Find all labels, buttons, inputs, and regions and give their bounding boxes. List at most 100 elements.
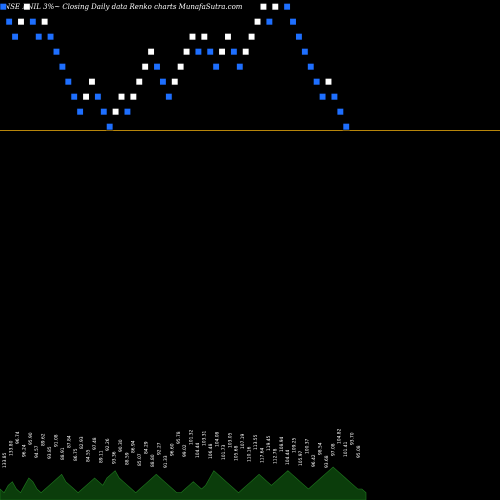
renko-brick-down [58,63,66,71]
volume-label: 91.33 [163,455,169,468]
renko-brick-down [35,33,43,41]
volume-label: 86.94 [131,440,137,453]
volume-label: 104.82 [337,428,343,444]
renko-brick-down [336,108,344,116]
renko-brick-down [319,93,327,101]
volume-label: 92.27 [156,442,162,455]
volume-label: 91.08 [53,434,59,447]
volume-label: 117.64 [259,447,265,463]
volume-label: 104.44 [195,442,201,458]
volume-label: 87.84 [66,435,72,448]
volume-label: 90.30 [118,439,124,452]
volume-label: 113.55 [253,434,259,450]
volume-label: 103.05 [227,432,233,448]
renko-brick-up [129,93,137,101]
renko-brick-up [88,78,96,86]
renko-brick-down [206,48,214,56]
volume-label: 95.78 [176,431,182,444]
volume-label: 96.74 [15,431,21,444]
renko-brick-down [342,123,350,131]
volume-label: 86.75 [73,448,79,461]
renko-brick-up [324,78,333,86]
renko-brick-down [76,108,84,116]
volume-area [0,466,367,500]
renko-brick-down [52,48,61,56]
renko-brick-up [188,33,197,41]
volume-label-group: 133.85133.8096.7496.2495.9094.5789.6293.… [2,428,362,468]
renko-brick-up [224,33,232,41]
renko-brick-up [248,33,256,41]
volume-label: 100.37 [305,438,311,454]
volume-label: 89.11 [99,450,105,463]
renko-brick-down [212,63,220,71]
renko-brick-down [123,108,131,116]
volume-label: 103.31 [202,430,208,446]
renko-brick-up [177,63,185,71]
chart-title: NSE ENIL 3%~ Closing Daily data Renko ch… [4,3,243,11]
volume-label: 105.68 [234,445,240,461]
volume-label: 105.97 [298,450,304,466]
volume-label: 99.02 [182,444,188,457]
renko-brick-down [230,48,238,56]
volume-label: 110.16 [247,446,253,462]
volume-label: 109.25 [292,437,298,453]
volume-label: 101.73 [221,444,227,460]
renko-brick-up [147,48,155,56]
volume-label: 94.57 [34,445,40,458]
renko-brick-down [313,78,321,86]
renko-brick-down [265,18,273,26]
renko-brick-down [64,78,72,86]
volume-label: 108.94 [279,436,285,452]
volume-label: 104.08 [214,431,220,447]
volume-label: 104.44 [285,449,291,465]
volume-label: 133.80 [8,440,14,456]
renko-brick-up [135,78,143,86]
volume-label: 101.32 [189,429,195,445]
renko-brick-up [17,18,25,26]
volume-label: 95.08 [356,445,362,458]
renko-brick-up [218,48,226,56]
volume-label: 133.85 [2,452,8,468]
renko-brick-down [5,18,13,26]
volume-label: 95.90 [28,432,34,445]
renko-brick-up [112,108,120,116]
volume-label: 85.07 [137,453,143,466]
renko-brick-up [82,93,90,101]
renko-brick-down [295,33,303,41]
renko-brick-down [94,93,102,101]
renko-brick-down [0,3,7,11]
renko-brick-down [100,108,108,116]
volume-label: 119.45 [266,435,272,451]
volume-label: 88.80 [150,454,156,467]
renko-brick-down [330,93,338,101]
volume-label: 107.19 [240,433,246,449]
renko-brick-down [153,63,161,71]
volume-label: 97.48 [92,437,98,450]
renko-brick-up [41,18,49,26]
renko-brick-down [47,33,55,41]
volume-label: 112.78 [272,448,278,464]
renko-brick-up [117,93,126,101]
volume-label: 93.36 [111,451,117,464]
volume-label: 92.26 [105,438,111,451]
volume-label: 93.85 [47,446,53,459]
renko-brick-down [11,33,19,41]
volume-label: 89.62 [41,433,47,446]
renko-brick-down [307,63,315,71]
volume-label: 93.68 [324,455,330,468]
renko-brick-up [183,48,191,56]
volume-label: 106.48 [208,443,214,459]
volume-area-path [0,466,367,500]
renko-brick-down [159,78,167,86]
volume-label: 93.70 [350,432,356,445]
volume-label: 84.29 [144,441,150,454]
renko-brick-up [23,3,31,11]
renko-brick-down [283,3,291,11]
volume-label: 97.08 [330,443,336,456]
renko-brick-down [29,18,37,26]
volume-label: 88.59 [124,452,130,465]
renko-brick-up [271,3,279,11]
volume-label: 96.42 [311,454,317,467]
renko-brick-down [70,93,78,101]
